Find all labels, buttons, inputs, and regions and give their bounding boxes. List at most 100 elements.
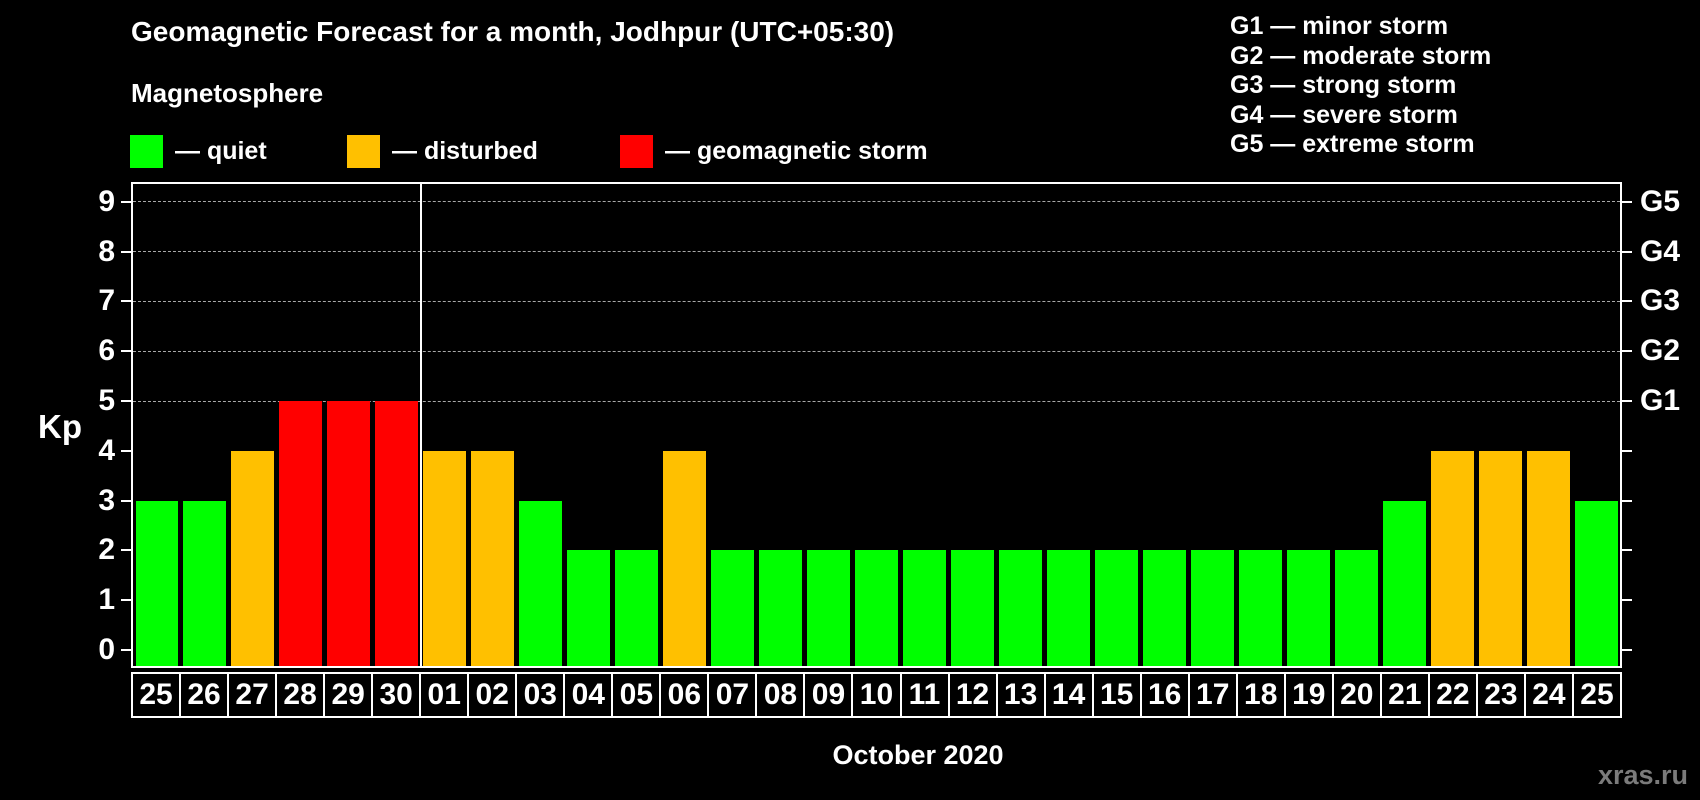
g2-legend-line: G2 — moderate storm	[1230, 41, 1492, 70]
bar-slot	[469, 184, 517, 666]
kp-bar-day-12	[950, 550, 994, 666]
kp-bar-day-25	[1574, 500, 1618, 666]
bar-slot	[421, 184, 469, 666]
bar-slot	[277, 184, 325, 666]
y-tick-label-2: 2	[98, 533, 115, 567]
g1-legend-line: G1 — minor storm	[1230, 12, 1449, 40]
gridline-kp-8	[133, 251, 1620, 253]
day-label-box-09: 09	[803, 672, 854, 718]
kp-bar-day-30	[375, 401, 419, 666]
bar-slot	[1188, 184, 1236, 666]
kp-bar-day-28	[279, 401, 323, 666]
bar-slot	[1284, 184, 1332, 666]
bar-slot	[613, 184, 661, 666]
y-tick-label-9: 9	[98, 184, 115, 218]
g5-legend-line: G5 — extreme storm	[1230, 130, 1475, 159]
kp-bar-day-20	[1334, 550, 1378, 666]
left-tick-kp-4	[121, 449, 131, 452]
y-tick-label-6: 6	[98, 334, 115, 368]
gridline-kp-9	[133, 201, 1620, 203]
kp-bar-day-27	[231, 450, 275, 666]
day-label-box-12: 12	[947, 672, 998, 718]
bar-slot	[1044, 184, 1092, 666]
day-label-box-04: 04	[563, 672, 614, 718]
kp-bar-day-23	[1478, 450, 1522, 666]
right-axis-label-g2: G2	[1640, 334, 1681, 368]
day-label-box-14: 14	[1043, 672, 1094, 718]
g3-legend-line: G3 — strong storm	[1230, 71, 1457, 100]
left-tick-kp-8	[121, 250, 131, 253]
kp-bar-day-29	[327, 401, 371, 666]
right-tick-kp-9	[1622, 200, 1632, 203]
kp-bar-day-02	[471, 450, 515, 666]
x-axis-title: October 2020	[832, 740, 1004, 770]
kp-bar-day-08	[759, 550, 803, 666]
plot-inner	[133, 184, 1620, 666]
left-tick-kp-1	[121, 599, 131, 602]
kp-bar-day-19	[1286, 550, 1330, 666]
y-tick-label-5: 5	[98, 384, 115, 417]
day-label-box-03: 03	[515, 672, 566, 718]
bar-slot	[181, 184, 229, 666]
kp-bar-day-15	[1094, 550, 1138, 666]
day-label-box-16: 16	[1139, 672, 1190, 718]
bar-slot	[1092, 184, 1140, 666]
g-scale-legend: G1 — minor storm G2 — moderate storm G3 …	[1230, 12, 1491, 160]
right-axis-label-g1: G1	[1640, 384, 1681, 417]
day-label-box-06: 06	[659, 672, 710, 718]
day-label-box-23: 23	[1475, 672, 1526, 718]
gridline-kp-6	[133, 350, 1620, 352]
left-tick-kp-7	[121, 300, 131, 303]
left-tick-kp-3	[121, 499, 131, 502]
y-axis-title: Kp	[38, 408, 82, 445]
day-label-box-07: 07	[707, 672, 758, 718]
kp-bar-day-01	[423, 450, 467, 666]
kp-bar-day-26	[183, 500, 227, 666]
day-label-box-01: 01	[419, 672, 470, 718]
kp-bar-day-10	[855, 550, 898, 666]
kp-bar-day-18	[1238, 550, 1282, 666]
kp-bar-day-22	[1430, 450, 1474, 666]
right-tick-kp-0	[1622, 649, 1632, 651]
watermark: xras.ru	[1597, 760, 1688, 790]
bar-slot	[1572, 184, 1620, 666]
bar-slot	[1476, 184, 1524, 666]
day-label-box-29: 29	[323, 672, 374, 718]
bar-slot	[325, 184, 373, 666]
bar-slot	[229, 184, 277, 666]
bar-slot	[1380, 184, 1428, 666]
right-tick-kp-6	[1622, 350, 1632, 353]
disturbed-color-swatch	[347, 135, 380, 168]
bar-slot	[901, 184, 949, 666]
chart-title: Geomagnetic Forecast for a month, Jodhpu…	[131, 16, 895, 47]
bars-container	[133, 184, 1620, 666]
left-tick-kp-2	[121, 549, 131, 552]
kp-bar-day-04	[567, 550, 611, 666]
kp-bar-day-17	[1190, 550, 1234, 666]
y-tick-label-1: 1	[98, 583, 115, 617]
bar-slot	[996, 184, 1044, 666]
kp-bar-day-07	[711, 550, 755, 666]
day-label-box-25: 25	[131, 672, 182, 718]
day-label-box-26: 26	[179, 672, 230, 718]
day-label-box-18: 18	[1235, 672, 1286, 718]
bar-slot	[661, 184, 709, 666]
left-tick-kp-9	[121, 200, 131, 203]
kp-bar-day-25	[135, 500, 179, 666]
legend-item-disturbed: — disturbed	[347, 135, 538, 168]
bar-slot	[948, 184, 996, 666]
right-tick-kp-8	[1622, 250, 1632, 253]
y-tick-label-7: 7	[98, 284, 115, 318]
right-axis-label-g3: G3	[1640, 284, 1681, 318]
day-label-box-05: 05	[611, 672, 662, 718]
y-tick-label-4: 4	[98, 433, 115, 467]
gridline-kp-5	[133, 400, 1620, 402]
legend-item-storm: — geomagnetic storm	[620, 135, 928, 168]
day-label-box-15: 15	[1091, 672, 1142, 718]
bar-slot	[373, 184, 421, 666]
right-tick-kp-7	[1622, 300, 1632, 303]
kp-bar-day-06	[663, 450, 707, 666]
legend-item-quiet: — quiet	[130, 135, 267, 168]
chart-subtitle: Magnetosphere	[131, 78, 324, 108]
day-label-box-20: 20	[1331, 672, 1382, 718]
